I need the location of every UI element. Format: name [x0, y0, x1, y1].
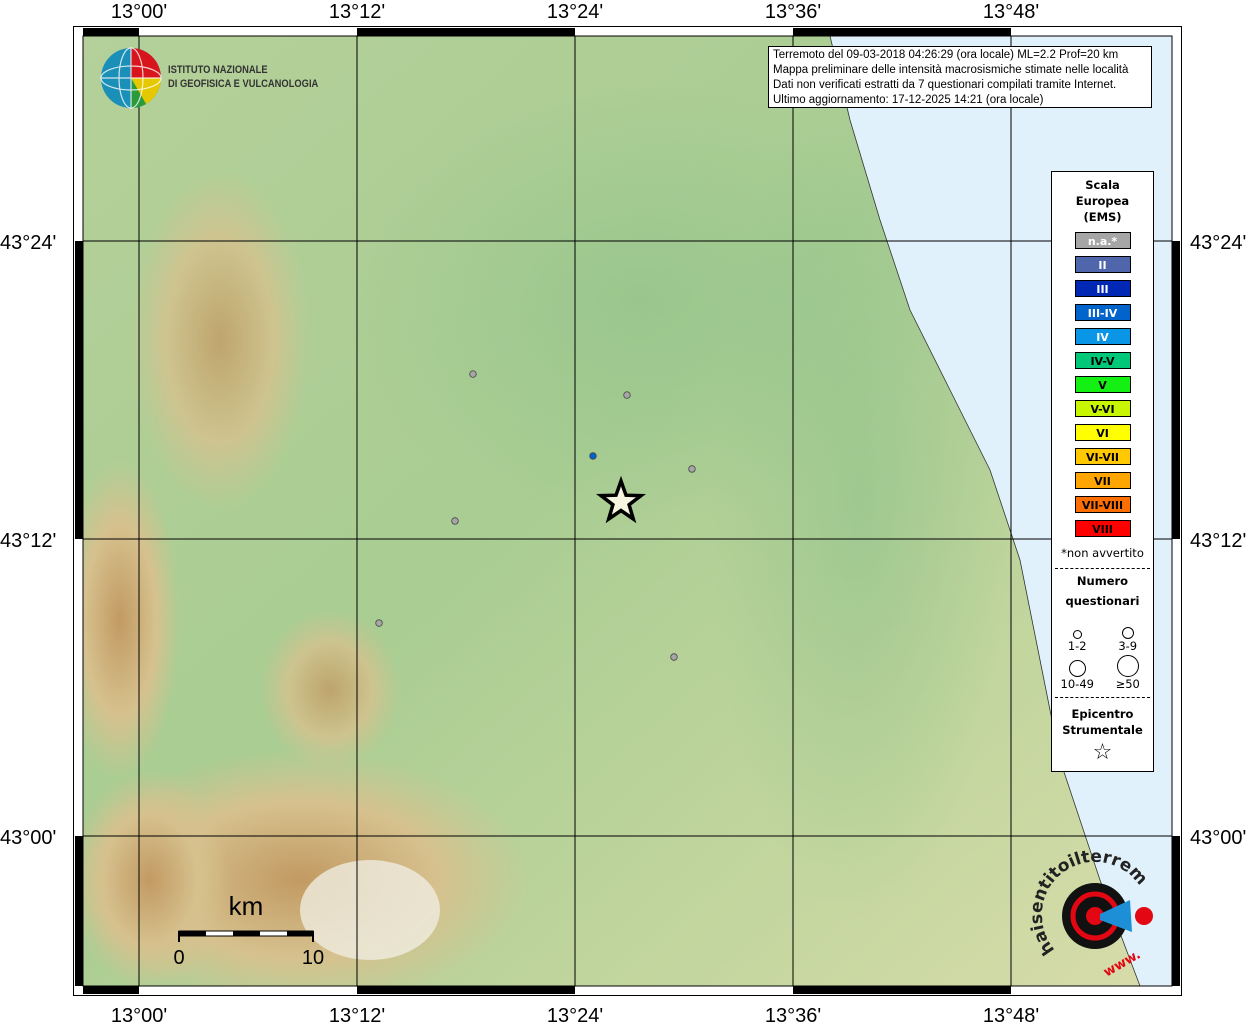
lat-tick: 43°00': [0, 827, 56, 849]
lat-tick: 43°24': [0, 232, 56, 254]
lon-tick: 13°00': [111, 1, 167, 23]
lon-tick: 13°24': [547, 1005, 603, 1024]
scale-unit: km: [229, 891, 264, 921]
legend-swatch: V: [1074, 376, 1131, 393]
size-circle-icon: [1121, 627, 1134, 639]
questionnaire-points: [375, 370, 696, 661]
scale-min: 0: [173, 947, 184, 969]
data-source: Dati non verificati estratti da 7 questi…: [773, 79, 1117, 91]
legend-swatch: V-VI: [1074, 400, 1131, 417]
lon-tick: 13°00': [111, 1005, 167, 1024]
divider: [1055, 697, 1150, 698]
scale-bar: km 0 10: [173, 891, 324, 969]
lat-tick: 43°24': [1190, 232, 1246, 254]
scale-max: 10: [302, 947, 324, 969]
legend-swatch: III: [1074, 280, 1131, 297]
lon-ticks-top: 13°00' 13°12' 13°24' 13°36' 13°48': [111, 1, 1039, 23]
legend-swatch: VIII: [1074, 520, 1131, 537]
legend-swatch: IV-V: [1074, 352, 1131, 369]
lat-tick: 43°12': [1190, 530, 1246, 552]
map-frame: [73, 26, 1182, 996]
legend-swatch: VI: [1074, 424, 1131, 441]
lon-tick: 13°12': [329, 1, 385, 23]
logo-line2: DI GEOFISICA E VULCANOLOGIA: [168, 78, 319, 90]
lat-tick: 43°00': [1190, 827, 1246, 849]
intensity-point: [623, 391, 631, 399]
star-icon: ☆: [1092, 740, 1113, 765]
ingv-logo-globe: [100, 47, 162, 109]
legend-title: Scala Europea (EMS): [1075, 178, 1130, 224]
intensity-point: [688, 465, 696, 473]
lon-tick: 13°48': [983, 1005, 1039, 1024]
intensity-point: [670, 653, 678, 661]
last-update: Ultimo aggiornamento: 17-12-2025 14:21 (…: [773, 94, 1044, 106]
size-circle-icon: [1072, 630, 1082, 639]
lon-tick: 13°36': [765, 1, 821, 23]
epicenter-star: [596, 475, 646, 524]
size-circle-icon: [1116, 655, 1139, 677]
legend-note: *non avvertito: [1061, 546, 1144, 560]
event-line: Terremoto del 09-03-2018 04:26:29 (ora l…: [773, 49, 1119, 61]
lon-tick: 13°48': [983, 1, 1039, 23]
logo-line1: ISTITUTO NAZIONALE: [168, 64, 268, 76]
intensity-point: [589, 452, 597, 460]
ingv-logo-text: ISTITUTO NAZIONALE DI GEOFISICA E VULCAN…: [168, 63, 318, 91]
event-info-box: Terremoto del 09-03-2018 04:26:29 (ora l…: [768, 46, 1152, 108]
lat-tick: 43°12': [0, 530, 56, 552]
terrain: [83, 36, 1172, 986]
legend-swatch: II: [1074, 256, 1131, 273]
lon-tick: 13°36': [765, 1005, 821, 1024]
lon-ticks-bottom: 13°00' 13°12' 13°24' 13°36' 13°48': [111, 1005, 1039, 1024]
lon-tick: 13°24': [547, 1, 603, 23]
intensity-scale: n.a.* II III III-IV IV IV-V V V-VI VI VI-VII VII VI…: [1052, 232, 1153, 537]
legend-swatch: IV: [1074, 328, 1131, 345]
epicenter-title: Epicentro Strumentale: [1062, 707, 1143, 737]
legend-swatch: VII: [1074, 472, 1131, 489]
graticule: [83, 36, 1172, 986]
intensity-point: [469, 370, 477, 378]
intensity-point: [451, 517, 459, 525]
map-description: Mappa preliminare delle intensità macros…: [773, 64, 1129, 76]
questionnaire-title: Numero questionari: [1065, 574, 1140, 608]
lon-tick: 13°12': [329, 1005, 385, 1024]
legend: Scala Europea (EMS) n.a.* II III III-IV IV IV-V…: [1051, 171, 1154, 772]
legend-swatch: VII-VIII: [1074, 496, 1131, 513]
legend-swatch: VI-VII: [1074, 448, 1131, 465]
questionnaire-sizes: 1-2 3-9 10-49 ≥50: [1052, 615, 1153, 691]
legend-swatch: III-IV: [1074, 304, 1131, 321]
lat-ticks: 43°24' 43°12' 43°00' 43°24' 43°12' 43°00…: [0, 232, 1246, 849]
size-circle-icon: [1068, 660, 1086, 677]
intensity-point: [375, 619, 383, 627]
divider: [1055, 568, 1150, 569]
legend-swatch: n.a.*: [1074, 232, 1131, 249]
